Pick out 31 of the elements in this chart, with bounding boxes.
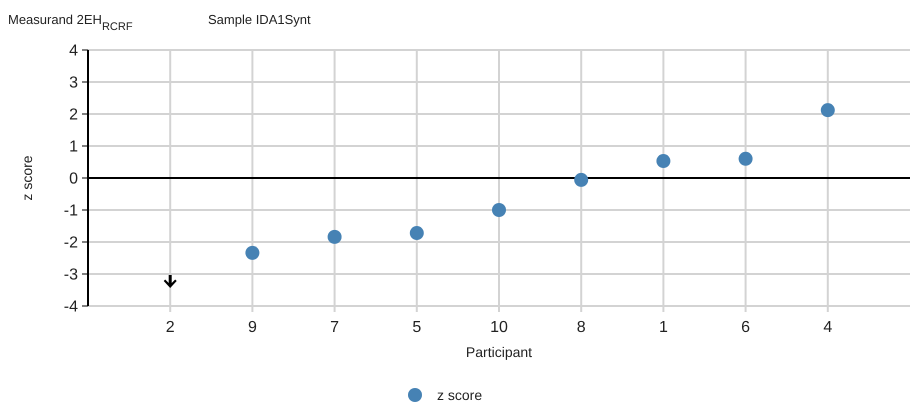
point	[410, 226, 424, 240]
point	[492, 203, 506, 217]
chart-subtitle: Sample IDA1Synt	[208, 12, 311, 27]
x-tick-label: 1	[658, 319, 668, 336]
y-tick-label: 2	[69, 106, 78, 124]
point	[738, 152, 753, 166]
point	[328, 230, 342, 244]
y-tick-label: 0	[69, 170, 78, 188]
y-tick-label: -1	[64, 202, 78, 220]
legend-label: z score	[437, 386, 482, 403]
chart-title: Measurand 2EH$_{RCRF}$	[8, 12, 133, 33]
y-axis-title: z score	[19, 155, 35, 201]
y-tick-label: 4	[69, 42, 78, 60]
y-tick-label: -2	[64, 234, 78, 252]
x-axis-title: Participant	[466, 344, 532, 360]
point	[574, 172, 588, 187]
point	[656, 154, 670, 168]
point	[245, 246, 260, 260]
point	[820, 103, 835, 118]
x-tick-label: 7	[330, 319, 340, 336]
x-tick-label: 4	[823, 319, 832, 336]
x-tick-label: 6	[741, 319, 750, 336]
y-tick-label: -3	[64, 266, 78, 284]
x-tick-label: 10	[490, 319, 508, 336]
x-tick-label: 9	[248, 319, 257, 336]
x-tick-label: 2	[166, 319, 175, 336]
y-tick-label: 3	[69, 74, 78, 92]
y-tick-label: 1	[69, 138, 78, 156]
x-tick-label: 8	[576, 319, 586, 336]
y-tick-label: -4	[64, 298, 78, 316]
x-tick-label: 5	[412, 319, 422, 336]
